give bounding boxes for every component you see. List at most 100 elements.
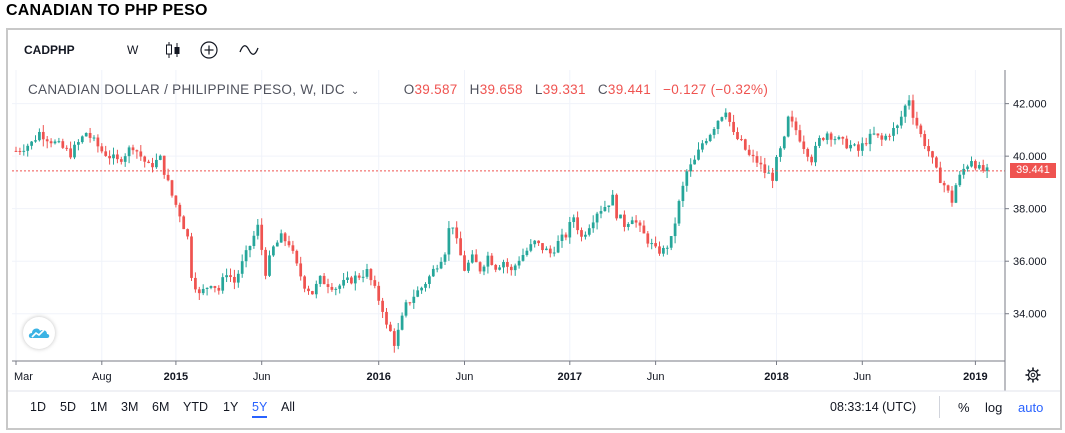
candle-body	[346, 277, 349, 280]
candle-body	[556, 240, 560, 253]
gear-icon[interactable]	[1025, 367, 1041, 383]
candle-body	[638, 222, 642, 226]
candle-body	[330, 286, 334, 290]
candle-body	[506, 262, 509, 267]
candle-body	[794, 121, 798, 131]
price-chart[interactable]: 34.000 36.000 38.000 40.000 42.000 Mar Aug 2015…	[8, 70, 1060, 392]
candle-body	[131, 147, 135, 151]
auto-scale-button[interactable]: auto	[1018, 400, 1044, 415]
candle-body	[229, 275, 232, 277]
candle-body	[899, 116, 903, 126]
candle-body	[537, 240, 540, 244]
candle-body	[18, 150, 22, 152]
candle-body	[665, 247, 669, 249]
candle-body	[603, 207, 607, 212]
candle-body	[342, 279, 345, 286]
y-tick-label: 36.000	[1013, 256, 1047, 268]
candlestick-icon[interactable]	[163, 40, 183, 60]
candle-body	[724, 112, 728, 118]
range-5y-button[interactable]: 5Y	[252, 400, 268, 418]
candle-body	[455, 227, 459, 239]
candle-body	[283, 233, 287, 242]
candle-body	[287, 241, 291, 246]
candle-body	[888, 135, 891, 137]
candle-body	[119, 159, 123, 162]
interval-selector[interactable]: W	[127, 43, 139, 57]
candle-body	[615, 194, 618, 219]
range-1y-button[interactable]: 1Y	[223, 400, 239, 414]
range-5d-button[interactable]: 5D	[60, 400, 76, 414]
candle-body	[872, 133, 876, 135]
x-tick-label: 2016	[366, 371, 390, 383]
candle-body	[326, 284, 330, 287]
candle-body	[84, 132, 88, 137]
candle-body	[521, 255, 525, 261]
candle-body	[584, 234, 587, 237]
candle-body	[424, 283, 427, 288]
candle-body	[595, 213, 599, 223]
candle-body	[221, 277, 225, 291]
candle-body	[155, 159, 158, 168]
candle-body	[650, 243, 654, 245]
candle-body	[396, 329, 400, 346]
instrument-name[interactable]: CANADIAN DOLLAR / PHILIPPINE PESO, W, ID…	[28, 82, 345, 97]
candle-body	[123, 156, 127, 162]
candle-body	[818, 137, 821, 146]
percent-scale-button[interactable]: %	[958, 400, 970, 415]
chevron-down-icon[interactable]: ⌄	[350, 86, 360, 97]
candle-body	[646, 233, 650, 244]
candle-body	[837, 136, 841, 140]
candle-body	[482, 266, 486, 272]
candle-body	[470, 254, 474, 263]
candle-body	[860, 143, 864, 151]
candle-body	[716, 120, 720, 130]
candle-body	[502, 262, 505, 268]
candle-body	[77, 142, 80, 145]
tradingview-logo[interactable]	[23, 317, 55, 349]
range-ytd-button[interactable]: YTD	[183, 400, 208, 414]
candle-body	[759, 162, 763, 165]
symbol-search[interactable]: CADPHP	[24, 43, 75, 57]
candle-body	[158, 155, 162, 160]
candle-body	[747, 149, 751, 155]
candle-body	[26, 145, 30, 151]
candle-body	[814, 145, 817, 163]
x-tick-label: 2019	[963, 371, 987, 383]
range-6m-button[interactable]: 6M	[152, 400, 170, 414]
candle-body	[474, 254, 478, 263]
candle-body	[338, 285, 342, 289]
utc-clock[interactable]: 08:33:14 (UTC)	[830, 400, 917, 414]
candle-body	[767, 172, 771, 174]
candle-body	[162, 155, 166, 175]
candle-body	[771, 172, 774, 181]
candle-body	[447, 228, 451, 255]
x-tick-label: Aug	[92, 371, 112, 383]
candle-body	[248, 245, 252, 251]
range-3m-button[interactable]: 3M	[121, 400, 139, 414]
candle-body	[732, 121, 735, 133]
candle-body	[981, 165, 985, 171]
candle-body	[217, 287, 221, 291]
candle-body	[880, 135, 884, 140]
candle-body	[182, 216, 186, 230]
candle-body	[22, 150, 26, 152]
candle-body	[45, 139, 49, 142]
indicator-wave-icon[interactable]	[239, 40, 259, 60]
range-all-button[interactable]: All	[281, 400, 295, 414]
plus-circle-icon[interactable]	[199, 40, 219, 60]
candle-body	[100, 146, 104, 152]
log-scale-button[interactable]: log	[985, 400, 1003, 415]
candle-body	[96, 137, 100, 147]
candle-body	[576, 217, 579, 231]
candle-body	[299, 263, 303, 277]
candle-body	[353, 275, 357, 284]
candle-body	[634, 220, 638, 223]
x-tick-label: 2015	[164, 371, 188, 383]
range-1m-button[interactable]: 1M	[90, 400, 108, 414]
candle-body	[73, 144, 76, 158]
candle-body	[318, 275, 322, 284]
range-1d-button[interactable]: 1D	[30, 400, 46, 414]
candle-body	[80, 136, 84, 143]
candle-body	[428, 276, 431, 284]
candle-body	[985, 167, 989, 171]
